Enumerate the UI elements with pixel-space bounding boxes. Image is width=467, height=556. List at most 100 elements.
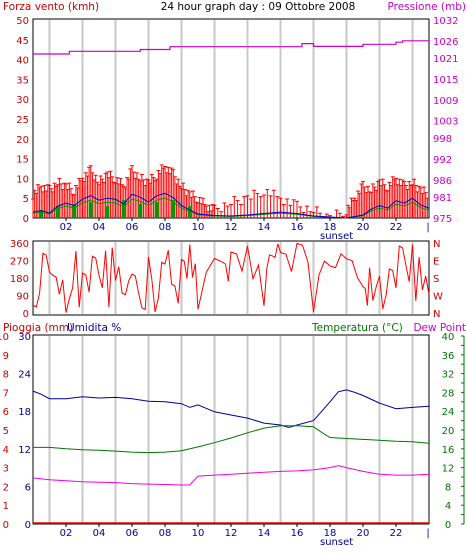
wind-direction-line	[32, 242, 430, 313]
direction-axis-tick-label: 90	[16, 292, 29, 303]
humidity-axis-title: Umidita %	[67, 322, 121, 334]
temperature-axis-tick-label: 0	[445, 520, 451, 531]
pressure-axis-tick-label: 1009	[433, 96, 458, 107]
pressure-axis-tick-label: 998	[433, 134, 452, 145]
wind-axis-tick-label: 15	[16, 155, 29, 166]
humidity-axis-tick-label: 24	[18, 370, 31, 381]
direction-compass-label: N	[433, 309, 440, 320]
climate-x-end-tick-label: |	[426, 528, 429, 539]
wind-calm-bar	[105, 206, 110, 218]
temperature-axis-tick-label: 28	[442, 388, 455, 399]
climate-x-tick-label: 20	[357, 528, 370, 539]
wind-axis-tick-label: 40	[16, 56, 29, 67]
direction-axis-tick-label: 0	[23, 309, 29, 320]
temperature-axis-tick-label: 20	[442, 426, 455, 437]
wind-axis-tick-label: 20	[16, 135, 29, 146]
climate-x-tick-label: 14	[258, 528, 271, 539]
temperature-axis-tick-label: 16	[442, 445, 455, 456]
climate-x-tick-label: 22	[390, 528, 403, 539]
humidity-axis-tick-label: 6	[25, 482, 31, 493]
wind-calm-bar	[138, 204, 143, 218]
pressure-axis-tick-label: 1003	[433, 117, 458, 128]
rain-axis-tick-label: 9	[3, 351, 9, 362]
pressure-axis-tick-label: 1032	[433, 16, 458, 27]
climate-x-tick-label: 08	[159, 528, 172, 539]
climate-frame	[32, 334, 430, 525]
temperature-axis-tick-label: 40	[442, 332, 455, 343]
wind-speed-line	[32, 192, 430, 219]
temperature-axis-tick-label: 24	[442, 407, 455, 418]
rain-humidity-temperature-panel: 0123456789100612182430048121620242832364…	[0, 332, 465, 548]
pressure-axis-tick-label: 1021	[433, 54, 458, 65]
pressure-axis-tick-label: 1015	[433, 75, 458, 86]
wind-axis-tick-label: 10	[16, 174, 29, 185]
wind-axis-tick-label: 5	[23, 194, 29, 205]
rain-axis-tick-label: 10	[0, 332, 9, 343]
direction-axis-tick-label: 360	[10, 239, 29, 250]
climate-x-tick-label: 12	[225, 528, 238, 539]
wind-x-tick-label: 16	[291, 222, 304, 233]
pressure-axis-tick-label: 1026	[433, 37, 458, 48]
pressure-axis-title: Pressione (mb)	[387, 1, 466, 13]
pressure-axis-tick-label: 992	[433, 155, 452, 166]
climate-x-tick-label: 04	[93, 528, 106, 539]
wind-x-tick-label: 08	[159, 222, 172, 233]
humidity-axis-tick-label: 30	[18, 332, 31, 343]
temperature-axis-tick-label: 4	[445, 501, 451, 512]
wind-x-end-tick-label: |	[426, 222, 429, 233]
wind-calm-bar	[154, 202, 159, 218]
wind-x-tick-label: 06	[126, 222, 139, 233]
wind-x-tick-label: 02	[60, 222, 73, 233]
wind-average-line	[32, 197, 430, 219]
wind-calm-bar	[39, 210, 44, 218]
direction-compass-label: S	[433, 274, 439, 285]
humidity-axis-tick-label: 12	[18, 445, 31, 456]
climate-x-tick-label: 06	[126, 528, 139, 539]
temperature-line	[33, 425, 430, 454]
rain-axis-tick-label: 4	[3, 445, 9, 456]
direction-compass-label: W	[433, 292, 443, 303]
temperature-axis-tick-label: 32	[442, 370, 455, 381]
wind-calm-bar	[88, 202, 93, 218]
dewpoint-line	[32, 465, 430, 486]
dewpoint-axis-title: Dew Point	[413, 322, 466, 334]
wind-x-tick-label: 04	[93, 222, 106, 233]
wind-calm-bar	[72, 204, 77, 218]
wind-x-tick-label: 14	[258, 222, 271, 233]
rain-axis-tick-label: 3	[3, 464, 9, 475]
wind-x-sunset-label: sunset	[320, 231, 353, 242]
wind-calm-bar	[121, 200, 126, 218]
wind-x-tick-label: 18	[324, 222, 337, 233]
rain-axis-tick-label: 1	[3, 501, 9, 512]
climate-x-tick-label: 02	[60, 528, 73, 539]
wind-axis-tick-label: 30	[16, 95, 29, 106]
direction-axis-tick-label: 270	[10, 257, 29, 268]
temperature-axis-title: Temperatura (°C)	[311, 322, 403, 334]
wind-axis-tick-label: 45	[16, 36, 29, 47]
pressure-axis-tick-label: 986	[433, 176, 452, 187]
climate-x-sunset-label: sunset	[320, 537, 353, 548]
climate-x-tick-label: 18	[324, 528, 337, 539]
rain-axis-tick-label: 5	[3, 426, 9, 437]
wind-x-tick-label: 22	[390, 222, 403, 233]
rain-axis-tick-label: 7	[3, 388, 9, 399]
climate-x-tick-label: 16	[291, 528, 304, 539]
pressure-line	[33, 40, 429, 55]
wind-x-tick-label: 12	[225, 222, 238, 233]
temperature-axis-tick-label: 12	[442, 464, 455, 475]
rain-axis-title: Pioggia (mm)	[3, 322, 73, 334]
temperature-axis-tick-label: 8	[445, 482, 451, 493]
wind-axis-tick-label: 50	[16, 16, 29, 27]
wind-calm-bar	[55, 206, 60, 218]
wind-axis-tick-label: 35	[16, 75, 29, 86]
wind-axis-tick-label: 25	[16, 115, 29, 126]
direction-compass-label: E	[433, 257, 439, 268]
humidity-line	[32, 389, 430, 429]
wind-x-tick-label: 10	[192, 222, 205, 233]
direction-axis-tick-label: 180	[10, 274, 29, 285]
wind-axis-title: Forza vento (kmh)	[3, 1, 99, 13]
humidity-axis-tick-label: 0	[25, 520, 31, 531]
humidity-axis-tick-label: 18	[18, 407, 31, 418]
